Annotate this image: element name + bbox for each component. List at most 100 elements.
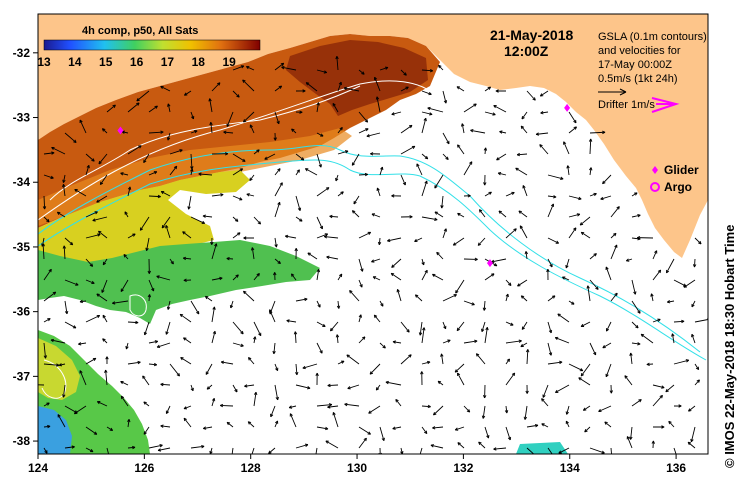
- velocity-arrow: [244, 384, 255, 388]
- velocity-arrow: [329, 214, 339, 219]
- velocity-arrow: [274, 363, 279, 372]
- velocity-arrow: [520, 125, 528, 134]
- velocity-arrow: [477, 237, 486, 246]
- velocity-arrow: [349, 290, 360, 302]
- velocity-arrow: [43, 402, 50, 407]
- velocity-arrow: [493, 447, 507, 451]
- velocity-arrow: [420, 371, 424, 386]
- velocity-arrow: [182, 256, 192, 261]
- velocity-arrow: [694, 363, 700, 371]
- velocity-arrow: [169, 363, 180, 377]
- velocity-arrow: [43, 268, 52, 281]
- velocity-arrow: [589, 279, 599, 290]
- velocity-arrow: [434, 174, 444, 189]
- velocity-arrow: [547, 203, 555, 218]
- velocity-arrow: [281, 65, 297, 71]
- velocity-arrow: [456, 86, 465, 92]
- velocity-arrow: [326, 255, 339, 260]
- velocity-arrow: [148, 444, 163, 449]
- velocity-arrow: [526, 90, 536, 101]
- velocity-arrow: [64, 279, 79, 286]
- velocity-arrow: [190, 300, 200, 315]
- velocity-arrow: [232, 232, 241, 239]
- velocity-arrow: [568, 300, 575, 305]
- velocity-arrow: [249, 174, 255, 182]
- velocity-arrow: [454, 363, 465, 373]
- velocity-scale-arrow: [598, 88, 627, 96]
- velocity-arrow: [211, 276, 223, 281]
- velocity-arrow: [625, 258, 633, 262]
- velocity-arrow: [688, 405, 696, 412]
- velocity-arrow: [253, 336, 257, 344]
- velocity-arrow: [391, 258, 402, 268]
- velocity-arrow: [604, 421, 612, 428]
- velocity-arrow: [160, 424, 171, 428]
- velocity-arrow: [516, 152, 528, 157]
- velocity-arrow: [316, 69, 328, 74]
- velocity-arrow: [580, 231, 591, 239]
- velocity-arrow: [43, 447, 48, 454]
- velocity-arrow: [148, 340, 159, 344]
- velocity-arrow: [179, 313, 192, 323]
- velocity-arrow: [652, 250, 658, 260]
- velocity-arrow: [565, 258, 570, 269]
- velocity-arrow: [127, 445, 136, 450]
- velocity-arrow: [315, 447, 318, 454]
- velocity-arrow: [274, 201, 281, 218]
- velocity-arrow: [143, 401, 150, 407]
- velocity-arrow: [400, 321, 410, 333]
- velocity-arrow: [436, 251, 444, 260]
- velocity-arrow: [211, 397, 216, 407]
- velocity-arrow: [665, 384, 675, 393]
- velocity-arrow: [58, 363, 66, 367]
- velocity-arrow: [211, 330, 217, 344]
- velocity-arrow: [434, 211, 444, 218]
- velocity-arrow: [229, 300, 234, 309]
- velocity-arrow: [673, 319, 685, 324]
- velocity-arrow: [484, 191, 492, 197]
- velocity-arrow: [470, 129, 486, 134]
- velocity-arrow: [452, 237, 465, 246]
- velocity-arrow: [295, 195, 302, 211]
- velocity-arrow: [96, 293, 108, 302]
- velocity-arrow: [148, 279, 155, 292]
- velocity-arrow: [568, 213, 581, 218]
- velocity-arrow: [438, 64, 444, 71]
- colorbar-tick-label: 17: [161, 55, 175, 69]
- gsla-contour-cyan-2: [38, 159, 707, 361]
- velocity-arrow: [332, 103, 339, 113]
- map-date: 21-May-2018: [490, 27, 573, 43]
- velocity-arrow: [78, 342, 87, 346]
- velocity-arrow: [190, 384, 194, 392]
- glider-legend-text: Glider: [664, 163, 699, 177]
- velocity-arrow: [220, 403, 234, 408]
- velocity-arrow: [120, 380, 129, 386]
- y-tick-label: -37: [13, 369, 31, 383]
- gsla-legend-line2: and velocities for: [598, 45, 681, 57]
- velocity-arrow: [156, 342, 171, 349]
- colorbar-tick-label: 13: [37, 55, 51, 69]
- colorbar-tick-label: 15: [99, 55, 113, 69]
- velocity-arrow: [521, 111, 528, 120]
- velocity-arrow: [251, 447, 255, 454]
- velocity-arrow: [442, 132, 450, 145]
- velocity-arrow: [586, 285, 591, 302]
- velocity-arrow: [400, 354, 412, 365]
- velocity-arrow: [673, 447, 677, 454]
- velocity-arrow: [358, 314, 362, 323]
- colorbar-tick-label: 16: [130, 55, 144, 69]
- velocity-arrow: [566, 165, 570, 176]
- velocity-arrow: [247, 421, 255, 428]
- velocity-arrow: [96, 195, 108, 203]
- velocity-arrow: [41, 243, 45, 260]
- velocity-arrow: [442, 153, 449, 160]
- velocity-arrow: [323, 235, 339, 239]
- y-axis-ticks: -32 -33 -34 -35 -36 -37 -38: [13, 46, 38, 448]
- velocity-arrow: [102, 338, 108, 344]
- velocity-arrow: [316, 268, 321, 281]
- velocity-arrow: [243, 290, 255, 302]
- velocity-arrow: [358, 128, 369, 134]
- velocity-arrow: [232, 195, 243, 201]
- drifter-legend-arrow-icon: [651, 97, 680, 113]
- velocity-arrow: [43, 424, 51, 429]
